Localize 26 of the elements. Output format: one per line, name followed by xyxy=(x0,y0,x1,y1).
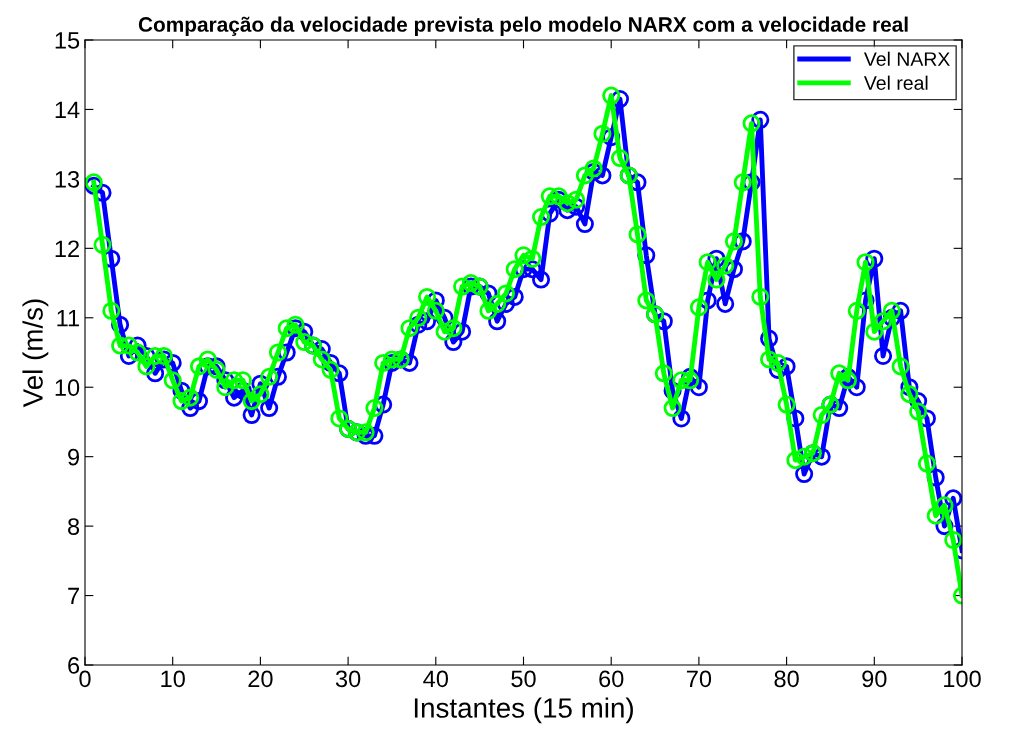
y-tick-label: 8 xyxy=(68,518,80,535)
x-tick-label: 10 xyxy=(161,670,185,688)
y-tick-label: 7 xyxy=(68,587,79,605)
y-tick-label: 6 xyxy=(68,657,80,674)
x-tick-label: 100 xyxy=(944,670,981,688)
y-axis-title: Vel (m/s) xyxy=(22,299,49,408)
y-tick-label: 15 xyxy=(55,32,80,49)
x-axis-title: Instantes (15 min) xyxy=(414,697,633,724)
x-tick-label: 90 xyxy=(862,670,887,688)
x-tick-label: 70 xyxy=(686,670,712,688)
y-tick-label: 9 xyxy=(68,448,80,466)
x-tick-label: 20 xyxy=(248,670,273,688)
y-tick-label: 13 xyxy=(55,170,80,188)
y-tick-label: 11 xyxy=(57,310,79,327)
x-tick-label: 30 xyxy=(335,670,361,688)
x-tick-label: 40 xyxy=(423,670,449,688)
x-tick-label: 0 xyxy=(79,670,91,688)
y-tick-label: 10 xyxy=(55,379,80,397)
x-tick-label: 50 xyxy=(511,670,536,688)
chart-title: Comparação da velocidade prevista pelo modelo NARX com a velocidade real xyxy=(138,16,908,36)
legend-label: Vel NARX xyxy=(863,51,950,66)
x-tick-label: 80 xyxy=(774,670,799,688)
y-tick-label: 14 xyxy=(55,101,80,118)
y-tick-label: 12 xyxy=(55,240,79,257)
legend-label: Vel real xyxy=(863,75,928,90)
x-tick-label: 60 xyxy=(599,670,624,688)
